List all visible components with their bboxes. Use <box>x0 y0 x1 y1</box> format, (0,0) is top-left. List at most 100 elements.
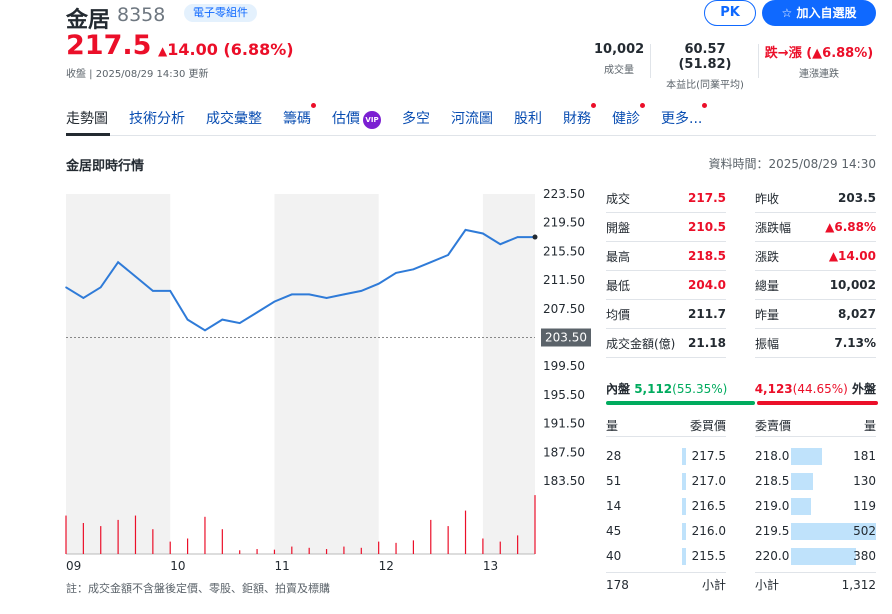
y-tick-label: 195.50 <box>543 388 585 402</box>
tab-2[interactable]: 成交彙整 <box>206 108 262 132</box>
pk-button[interactable]: PK <box>704 0 756 26</box>
reference-label: 203.50 <box>545 331 587 345</box>
x-tick-label: 12 <box>379 559 394 573</box>
quote-row: 振幅 7.13% <box>755 329 876 358</box>
ask-price: 219.5 <box>755 524 790 538</box>
tab-label: 技術分析 <box>129 111 185 127</box>
add-watchlist-label: 加入自選股 <box>796 6 857 20</box>
bid-row[interactable]: 28 217.5 <box>606 444 726 469</box>
active-tab-indicator <box>66 133 110 136</box>
price-point <box>169 290 172 292</box>
price-point <box>343 293 345 296</box>
intraday-chart[interactable]: 223.50 219.50 215.50 211.50 207.50 203.50 199.… <box>0 180 600 575</box>
quote-value: 7.13% <box>834 336 876 350</box>
quote-label: 振幅 <box>755 336 780 351</box>
ask-row[interactable]: 219.5 502 <box>755 519 876 544</box>
quote-row: 漲跌 ▲14.00 <box>755 242 876 271</box>
tab-8[interactable]: 財務 <box>563 103 596 132</box>
ask-header: 委賣價 量 <box>755 417 876 437</box>
outer-label: 外盤 <box>851 382 876 396</box>
tab-7[interactable]: 股利 <box>514 108 542 132</box>
bid-list: 28 217.5 51 217.0 14 216.5 45 216.0 40 215.5 <box>606 444 726 569</box>
price-point <box>482 232 484 235</box>
bid-row[interactable]: 45 216.0 <box>606 519 726 544</box>
price-point <box>377 282 380 285</box>
stat-streak: 跌→漲 (▲6.88%) 連漲連跌 <box>762 42 876 80</box>
quote-table-right: 昨收 203.5 漲跌幅 ▲6.88% 漲跌 ▲14.00 總量 10,002 昨量 8,027 振… <box>755 184 876 358</box>
ask-row[interactable]: 219.0 119 <box>755 494 876 519</box>
price-point <box>221 318 224 321</box>
price-point <box>395 272 397 274</box>
ask-price: 218.5 <box>755 474 790 488</box>
ask-row[interactable]: 220.0 380 <box>755 544 876 569</box>
y-tick-label: 183.50 <box>543 474 585 488</box>
quote-value: 217.5 <box>688 191 726 205</box>
y-tick-label: 223.50 <box>543 187 585 201</box>
quote-row: 漲跌幅 ▲6.88% <box>755 213 876 242</box>
tab-label: 籌碼 <box>283 111 311 127</box>
add-watchlist-button[interactable]: ☆ 加入自選股 <box>762 0 876 26</box>
price-line <box>65 228 535 332</box>
ask-qty-header: 量 <box>863 419 876 433</box>
tab-label: 河流圖 <box>451 111 493 127</box>
inner-value: 5,112 <box>634 382 673 396</box>
ask-list: 218.0 181 218.5 130 219.0 119 219.5 502 220.0 380 <box>755 444 876 569</box>
tab-9[interactable]: 健診 <box>612 103 645 132</box>
quote-label: 最高 <box>606 249 631 264</box>
price-point <box>412 268 415 271</box>
quote-row: 昨量 8,027 <box>755 300 876 329</box>
ask-row[interactable]: 218.5 130 <box>755 469 876 494</box>
ask-row[interactable]: 218.0 181 <box>755 444 876 469</box>
quote-value: 218.5 <box>688 249 726 263</box>
price-point <box>117 261 119 263</box>
stat-pe-value: 60.57 (51.82) <box>678 42 732 72</box>
quote-label: 昨量 <box>755 307 780 322</box>
quote-table-left: 成交 217.5 開盤 210.5 最高 218.5 最低 204.0 均價 211.7 成交金額(… <box>606 184 726 358</box>
tab-10[interactable]: 更多... <box>661 103 708 132</box>
y-tick-label: 211.50 <box>543 273 585 287</box>
bid-qty: 14 <box>606 499 622 513</box>
bid-depth-bar <box>682 548 686 565</box>
price-point <box>325 297 328 299</box>
vip-badge: VIP <box>363 111 381 129</box>
ask-price-header: 委賣價 <box>755 419 792 433</box>
bid-depth-bar <box>682 448 686 465</box>
bid-qty: 40 <box>606 549 622 563</box>
ask-price: 218.0 <box>755 449 790 463</box>
tab-6[interactable]: 河流圖 <box>451 108 493 132</box>
quote-row: 昨收 203.5 <box>755 184 876 213</box>
tab-1[interactable]: 技術分析 <box>129 108 185 132</box>
tab-5[interactable]: 多空 <box>402 108 430 132</box>
quote-row: 成交金額(億) 21.18 <box>606 329 726 358</box>
ask-qty: 130 <box>853 474 876 488</box>
x-tick-label: 13 <box>483 559 498 573</box>
bid-price-header: 委買價 <box>689 419 726 433</box>
quote-value: ▲14.00 <box>828 249 876 263</box>
stat-streak-label: 連漲連跌 <box>799 69 839 80</box>
stat-divider <box>650 44 651 78</box>
ask-depth-bar <box>791 523 876 540</box>
ask-price: 220.0 <box>755 549 790 563</box>
x-tick-label: 11 <box>274 559 289 573</box>
bid-row[interactable]: 51 217.0 <box>606 469 726 494</box>
bid-row[interactable]: 40 215.5 <box>606 544 726 569</box>
ask-qty: 502 <box>853 524 876 538</box>
price-point <box>360 290 363 292</box>
quote-row: 開盤 210.5 <box>606 213 726 242</box>
tab-4[interactable]: 估價 VIP <box>332 108 381 132</box>
tab-3[interactable]: 籌碼 <box>283 103 316 132</box>
tab-0[interactable]: 走勢圖 <box>66 108 108 132</box>
industry-tag[interactable]: 電子零組件 <box>184 4 257 22</box>
quote-value: 10,002 <box>829 278 876 292</box>
price-point <box>238 322 241 324</box>
y-tick-label: 199.50 <box>543 359 585 373</box>
bid-qty-header: 量 <box>606 419 619 433</box>
tab-label: 多空 <box>402 111 430 127</box>
bid-row[interactable]: 14 216.5 <box>606 494 726 519</box>
bid-price: 217.5 <box>691 449 726 463</box>
ask-total: 1,312 <box>841 577 876 592</box>
quote-label: 漲跌 <box>755 249 780 264</box>
ask-qty: 181 <box>853 449 876 463</box>
bid-qty: 51 <box>606 474 622 488</box>
star-icon: ☆ <box>781 6 793 20</box>
